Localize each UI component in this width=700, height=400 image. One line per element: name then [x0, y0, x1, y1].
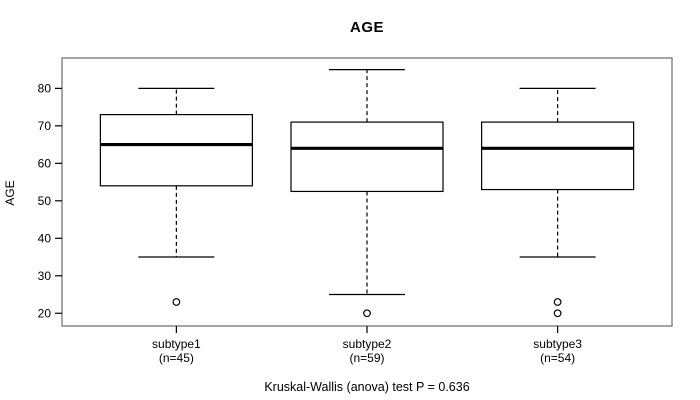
y-tick-label-60: 60: [38, 156, 52, 170]
y-tick-label-30: 30: [38, 269, 52, 283]
stat-test-annotation: Kruskal-Wallis (anova) test P = 0.636: [264, 380, 470, 394]
y-tick-label-20: 20: [38, 306, 52, 320]
x-category-sublabel-subtype2: (n=59): [349, 351, 384, 365]
outlier-point-subtype3-20: [553, 309, 562, 318]
y-tick-label-80: 80: [38, 81, 52, 95]
x-category-label-subtype1: subtype1: [152, 337, 201, 351]
outlier-point-subtype2-20: [363, 309, 371, 318]
iqr-box-subtype3: [481, 121, 635, 191]
outlier-point-subtype3-23: [553, 298, 562, 306]
x-category-sublabel-subtype3: (n=54): [540, 351, 575, 365]
outlier-point-subtype1-23: [172, 298, 181, 306]
x-category-label-subtype2: subtype2: [343, 337, 392, 351]
iqr-box-subtype2: [290, 121, 444, 193]
iqr-box-subtype1: [99, 113, 253, 187]
y-tick-label-70: 70: [38, 119, 52, 133]
chart-title: AGE: [349, 19, 384, 36]
y-tick-label-50: 50: [38, 194, 52, 208]
x-category-label-subtype3: subtype3: [533, 337, 582, 351]
y-tick-label-40: 40: [38, 231, 52, 245]
x-category-sublabel-subtype1: (n=45): [159, 351, 194, 365]
